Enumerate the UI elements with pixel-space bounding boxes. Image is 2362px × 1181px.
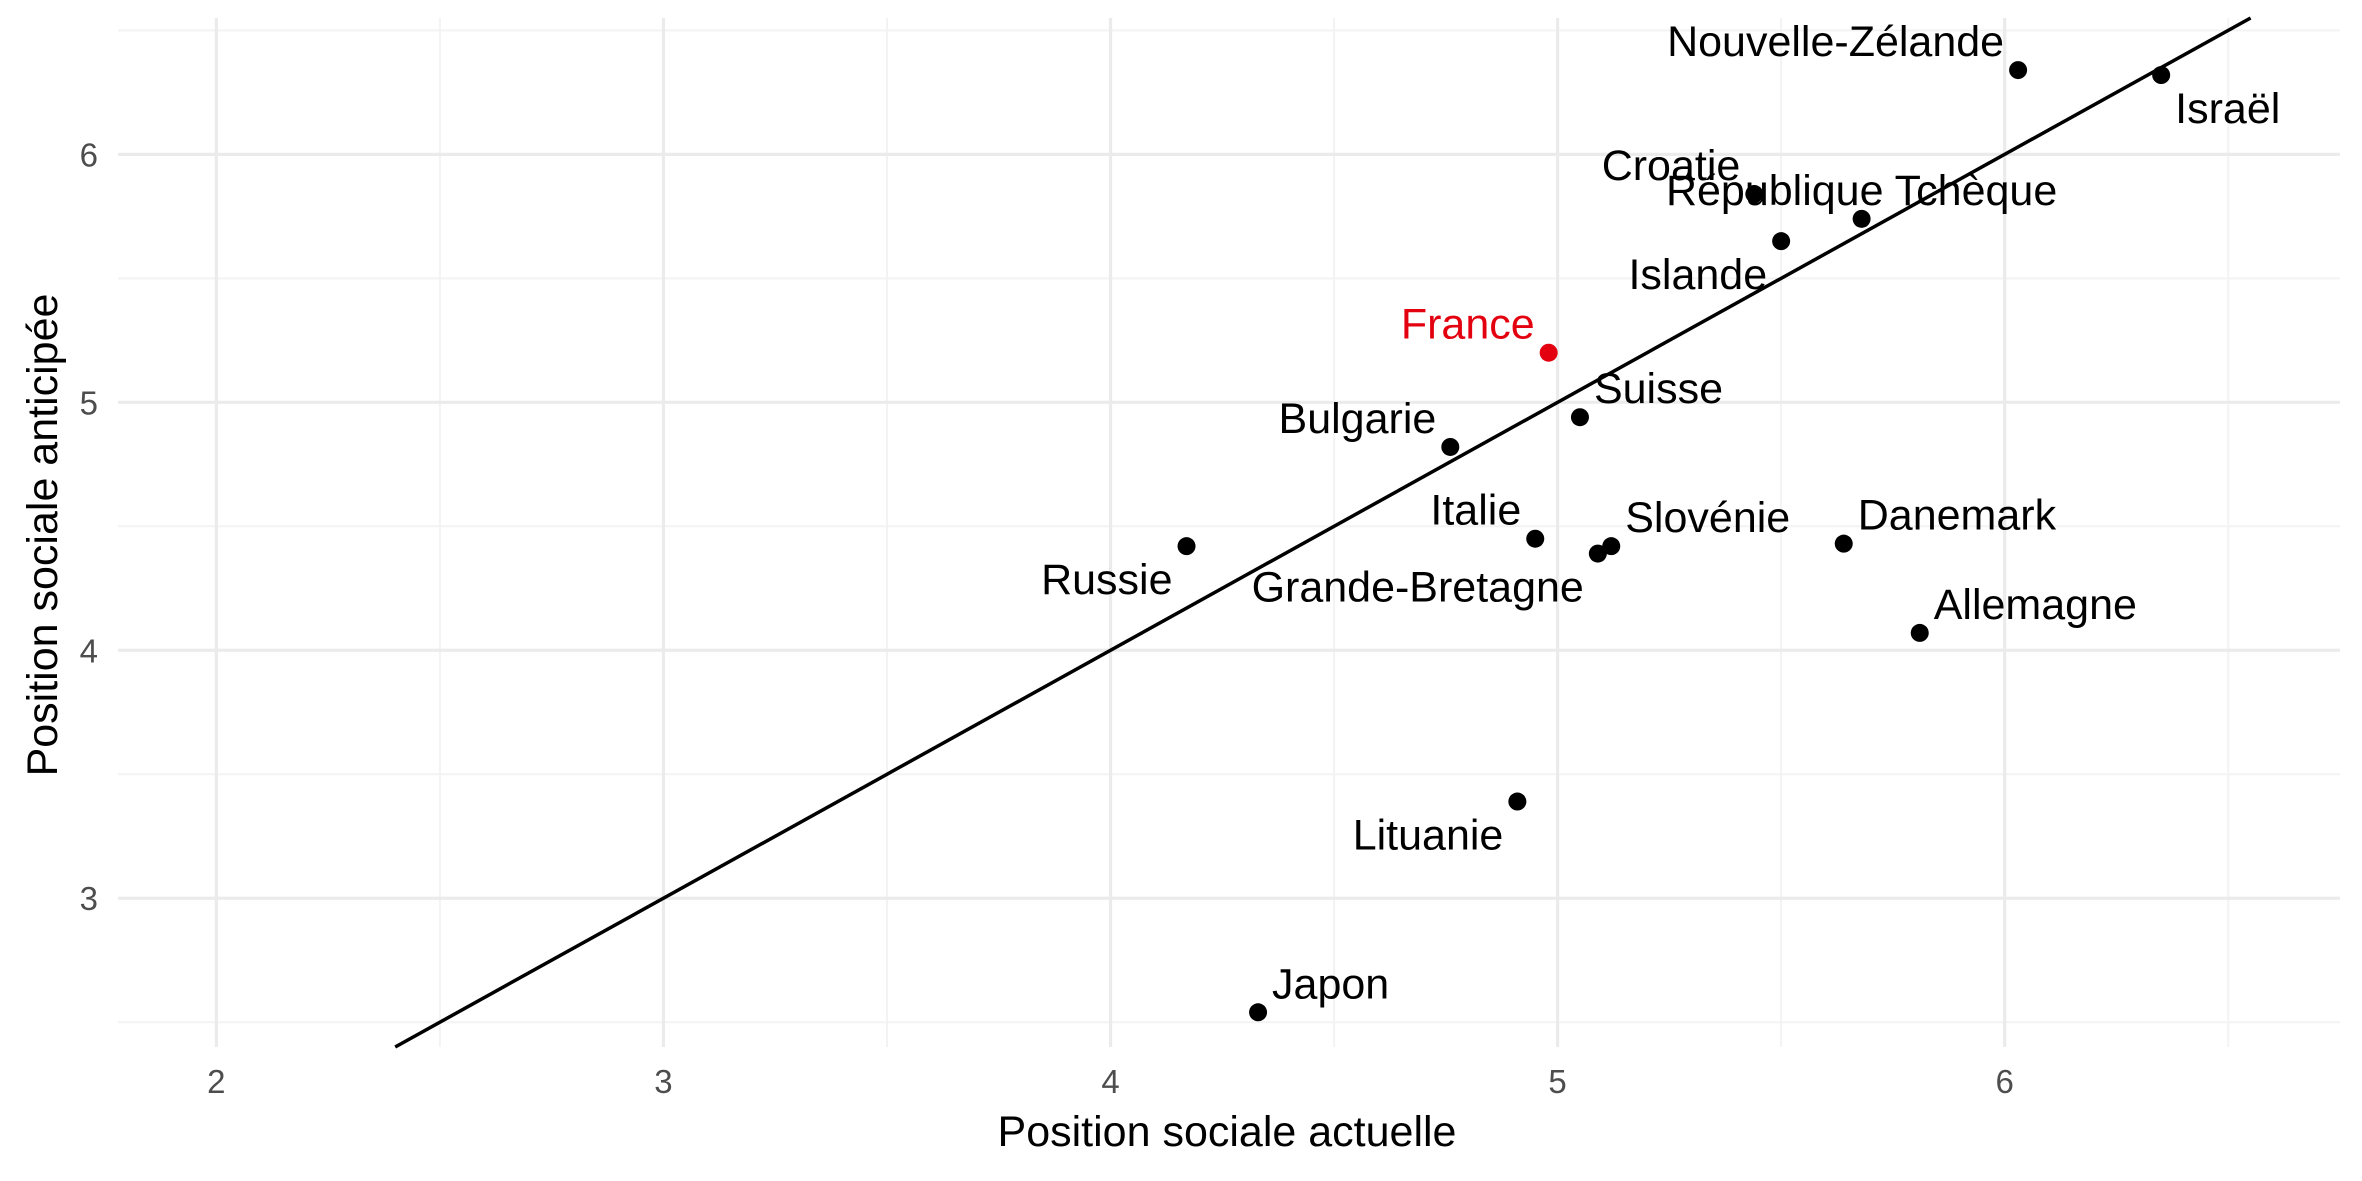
- data-point: [1834, 534, 1853, 553]
- y-tick-label: 5: [80, 384, 98, 421]
- point-label: Islande: [1628, 251, 1767, 299]
- point-label: Croatie: [1602, 142, 1741, 190]
- data-point: [1570, 408, 1589, 427]
- x-tick-label: 4: [1101, 1063, 1119, 1100]
- point-label: Danemark: [1858, 492, 2057, 540]
- data-point: [2009, 61, 2028, 80]
- point-label: Allemagne: [1934, 581, 2137, 629]
- x-axis-ticks: 2 3 4 5 6: [207, 1063, 2014, 1100]
- point-label: Israël: [2175, 85, 2280, 133]
- data-point: [1588, 544, 1607, 563]
- y-tick-label: 4: [80, 632, 98, 669]
- y-axis-ticks: 3 4 5 6: [80, 136, 98, 917]
- data-point: [1745, 185, 1764, 204]
- data-point: [1602, 537, 1621, 556]
- point-label: Nouvelle-Zélande: [1667, 18, 2004, 66]
- point-label: Suisse: [1594, 365, 1723, 413]
- data-point: [1508, 792, 1527, 811]
- identity-reference-line: [394, 16, 2252, 1049]
- point-label: Slovénie: [1625, 494, 1790, 542]
- point-label: Italie: [1430, 487, 1521, 535]
- point-label: Grande-Bretagne: [1252, 564, 1584, 612]
- x-tick-label: 6: [1996, 1063, 2014, 1100]
- point-label: République Tchèque: [1666, 167, 2057, 215]
- data-point: [1177, 537, 1196, 556]
- data-points: [1177, 61, 2171, 1022]
- point-label: Lituanie: [1353, 812, 1504, 860]
- data-point: [1441, 437, 1460, 456]
- data-point: [1539, 343, 1558, 362]
- x-tick-label: 3: [654, 1063, 672, 1100]
- point-label: Russie: [1041, 556, 1172, 604]
- data-point: [1526, 529, 1545, 548]
- y-tick-label: 3: [80, 880, 98, 917]
- point-label: France: [1401, 301, 1535, 349]
- major-gridlines: [118, 18, 2340, 1047]
- point-label: Japon: [1272, 960, 1389, 1008]
- minor-gridlines: [118, 18, 2340, 1047]
- data-point: [2152, 66, 2171, 85]
- y-axis-title: Position sociale anticipée: [19, 294, 67, 777]
- x-axis-title: Position sociale actuelle: [998, 1108, 1457, 1156]
- point-labels: Nouvelle-Zélande Israël CroatieRépublique …: [1041, 18, 2280, 1008]
- data-point: [1772, 232, 1791, 251]
- data-point: [1852, 209, 1871, 228]
- point-label: Bulgarie: [1279, 395, 1437, 443]
- x-tick-label: 5: [1548, 1063, 1566, 1100]
- data-point: [1910, 623, 1929, 642]
- x-tick-label: 2: [207, 1063, 225, 1100]
- data-point: [1249, 1003, 1268, 1022]
- y-tick-label: 6: [80, 136, 98, 173]
